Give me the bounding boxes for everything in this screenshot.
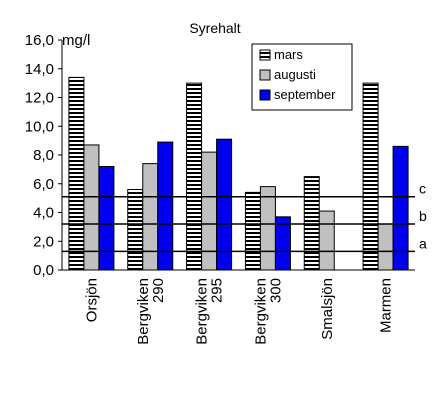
- bar-augusti-6: [377, 223, 394, 271]
- y-tick-label: 12,0: [25, 90, 54, 107]
- y-tick-label: 4,0: [33, 205, 54, 222]
- y-tick-label: 6,0: [33, 176, 54, 193]
- y-tick-label: 2,0: [33, 233, 54, 250]
- bar-augusti-2: [142, 163, 159, 271]
- category-label-2-line-2: 290: [150, 278, 167, 303]
- category-label-1-line-1: Orsjön: [83, 278, 100, 322]
- y-axis-unit-label: mg/l: [62, 32, 90, 49]
- legend-label-mars: mars: [274, 47, 303, 62]
- reference-label-a: a: [419, 235, 427, 251]
- y-tick-label: 0,0: [33, 262, 54, 279]
- y-tick-label: 8,0: [33, 147, 54, 164]
- reference-label-b: b: [419, 208, 427, 224]
- category-label-3-line-1: Bergviken: [194, 278, 211, 345]
- legend-swatch-augusti: [259, 69, 271, 81]
- category-label-6-line-1: Marmen: [378, 278, 395, 333]
- bar-september-1: [98, 166, 115, 271]
- legend-label-september: september: [274, 87, 336, 102]
- bars-layer: [68, 76, 409, 271]
- legend-swatch-mars: [259, 49, 271, 61]
- chart-title: Syrehalt: [189, 20, 240, 36]
- y-tick-label: 16,0: [25, 32, 54, 49]
- category-label-2-line-1: Bergviken: [135, 278, 152, 345]
- reference-lines-layer: cba: [62, 181, 427, 253]
- category-label-3-line-2: 295: [209, 278, 226, 303]
- bar-september-3: [216, 138, 233, 271]
- bar-mars-6: [362, 82, 379, 271]
- legend: mars augusti september: [251, 43, 353, 111]
- bar-augusti-4: [259, 186, 276, 271]
- bar-augusti-5: [318, 210, 335, 271]
- bar-mars-4: [244, 191, 261, 271]
- bar-mars-2: [127, 189, 144, 271]
- legend-label-augusti: augusti: [274, 67, 316, 82]
- reference-label-c: c: [419, 181, 426, 197]
- y-tick-label: 14,0: [25, 61, 54, 78]
- axes-layer: [61, 40, 415, 271]
- bar-september-4: [274, 216, 291, 271]
- bar-mars-3: [186, 82, 203, 271]
- category-label-5-line-1: Smalsjön: [319, 278, 336, 340]
- y-tick-label: 10,0: [25, 118, 54, 135]
- category-label-4-line-1: Bergviken: [252, 278, 269, 345]
- y-tick-labels: 0,0 2,0 4,0 6,0 8,0 10,0 12,0 14,0 16,0: [25, 32, 62, 279]
- bar-augusti-3: [201, 151, 218, 271]
- legend-swatch-september: [259, 89, 271, 101]
- category-label-4-line-2: 300: [267, 278, 284, 303]
- bar-mars-1: [68, 76, 85, 271]
